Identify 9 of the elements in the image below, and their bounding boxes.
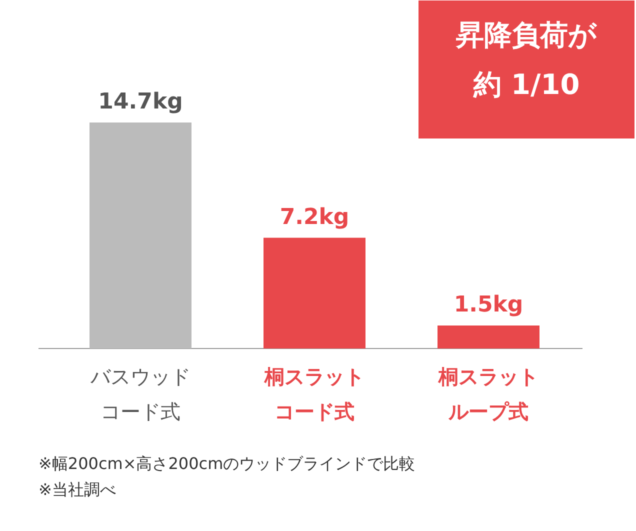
text: 昇降負荷が約 1/10 <box>455 18 598 101</box>
data-label: 7.2kg <box>280 204 350 230</box>
text: ※当社調べ <box>38 480 116 499</box>
x-tick-label: 桐スラットコード式 <box>264 364 364 424</box>
data-label: 14.7kg <box>98 90 183 114</box>
x-tick-label: 桐スラットループ式 <box>438 364 538 424</box>
x-tick-label: バスウッドコード式 <box>90 364 190 424</box>
data-label: 1.5kg <box>454 292 524 318</box>
text: ※幅200cm×高さ200cmのウッドブラインドで比較 <box>38 454 416 473</box>
